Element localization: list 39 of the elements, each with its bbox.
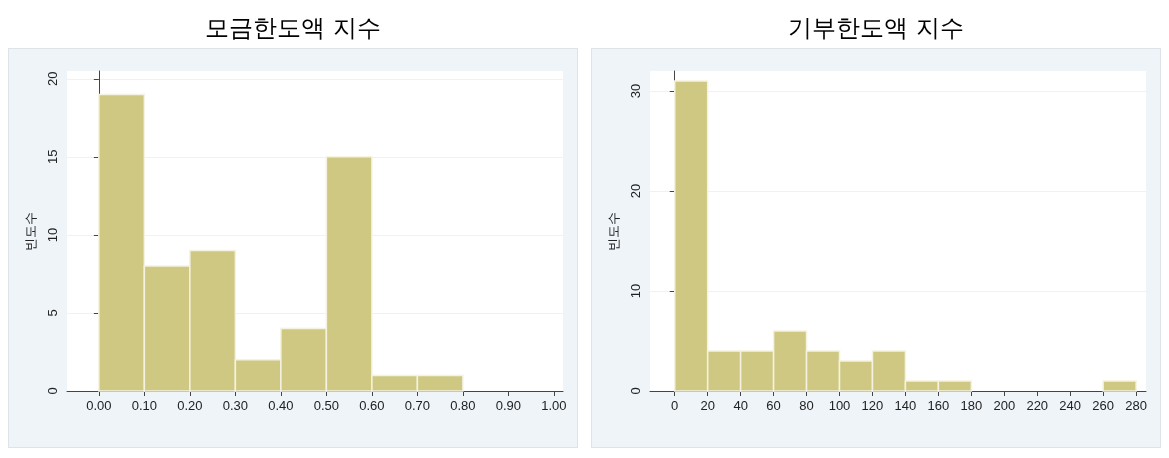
y-tick-label: 20 [45, 71, 60, 87]
x-tick-label: 240 [1059, 398, 1082, 413]
x-tick-label: 0 [671, 398, 679, 413]
x-tick-label: 100 [828, 398, 851, 413]
y-tick-label: 20 [628, 183, 643, 199]
x-tick-label: 0.70 [404, 398, 431, 413]
x-tick-label: 0.30 [222, 398, 249, 413]
x-tick-label: 0.60 [359, 398, 385, 413]
y-tick-label: 0 [45, 387, 60, 395]
x-tick-label: 0.80 [450, 398, 476, 413]
y-tick-label: 10 [45, 227, 60, 243]
x-tick-label: 60 [766, 398, 781, 413]
x-tick-label: 0.20 [177, 398, 203, 413]
x-tick-label: 220 [1026, 398, 1049, 413]
x-tick-label: 0.00 [86, 398, 112, 413]
chart-title: 모금한도액 지수 [204, 13, 382, 44]
x-tick-label: 260 [1092, 398, 1115, 413]
x-tick-label: 280 [1125, 398, 1147, 413]
x-tick-label: 1.00 [541, 398, 567, 413]
y-tick-label: 30 [628, 83, 643, 99]
y-tick-label: 0 [628, 387, 643, 395]
y-axis-title: 빈도수 [606, 211, 621, 251]
y-axis-title: 빈도수 [23, 211, 38, 251]
y-tick-label: 15 [45, 149, 60, 165]
x-tick-label: 120 [861, 398, 884, 413]
y-tick-label: 10 [628, 283, 643, 299]
x-tick-label: 180 [960, 398, 983, 413]
x-tick-label: 20 [700, 398, 715, 413]
x-tick-label: 40 [733, 398, 748, 413]
x-tick-label: 140 [894, 398, 917, 413]
x-tick-label: 0.50 [313, 398, 340, 413]
chart-title: 기부한도액 지수 [787, 13, 965, 44]
x-tick-label: 200 [993, 398, 1016, 413]
x-tick-label: 0.40 [268, 398, 294, 413]
x-tick-label: 160 [927, 398, 950, 413]
x-tick-label: 0.90 [495, 398, 522, 413]
x-tick-label: 0.10 [131, 398, 158, 413]
x-tick-label: 80 [799, 398, 814, 413]
y-tick-label: 5 [45, 309, 60, 317]
